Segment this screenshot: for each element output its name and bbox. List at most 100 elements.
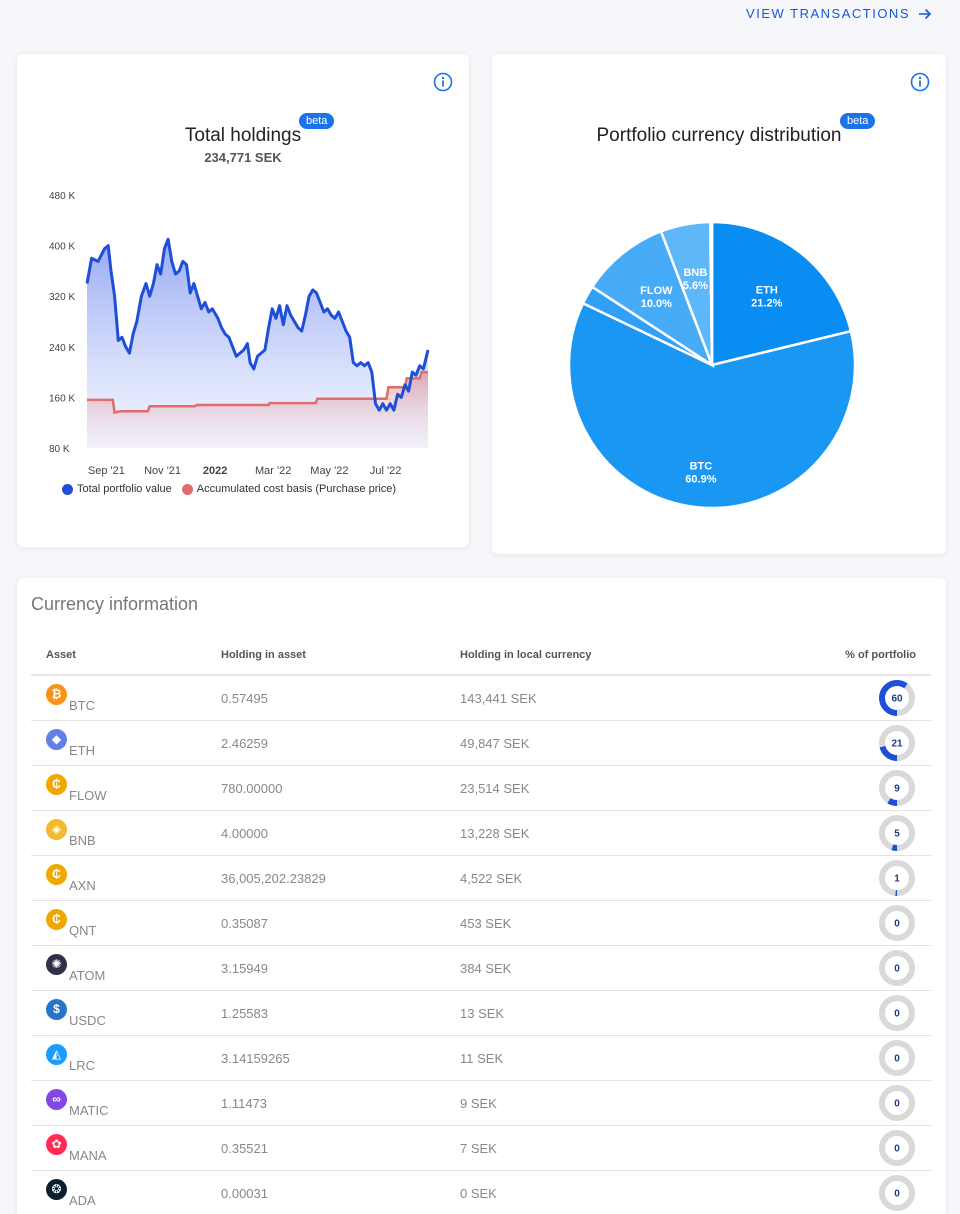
legend-label: Accumulated cost basis (Purchase price) bbox=[197, 483, 396, 495]
loopring-icon: ◭ bbox=[46, 1044, 67, 1065]
portfolio-percent-donut: 0 bbox=[878, 904, 916, 942]
pie-percent: 5.6% bbox=[683, 280, 708, 292]
asset-symbol: LRC bbox=[69, 1058, 95, 1073]
coin-icon: ₵ bbox=[46, 864, 67, 885]
table-row[interactable]: ∞ MATIC 1.11473 9 SEK 0 bbox=[31, 1081, 931, 1126]
column-header-holding[interactable]: Holding in asset bbox=[221, 649, 460, 661]
asset-symbol: QNT bbox=[69, 923, 96, 938]
y-tick-label: 80 K bbox=[49, 444, 70, 455]
table-row[interactable]: ✺ ATOM 3.15949 384 SEK 0 bbox=[31, 946, 931, 991]
asset-symbol: ATOM bbox=[69, 968, 105, 983]
percent-value: 0 bbox=[894, 1009, 900, 1020]
portfolio-percent-cell: 0 bbox=[760, 1039, 931, 1077]
asset-cell: ₵ FLOW bbox=[31, 774, 221, 803]
coin-icon: ₵ bbox=[46, 774, 67, 795]
asset-cell: ₿ BTC bbox=[31, 684, 221, 713]
portfolio-percent-cell: 60 bbox=[760, 679, 931, 717]
holding-in-local-currency: 7 SEK bbox=[460, 1141, 760, 1156]
table-row[interactable]: ◭ LRC 3.14159265 11 SEK 0 bbox=[31, 1036, 931, 1081]
view-transactions-label: VIEW TRANSACTIONS bbox=[746, 6, 910, 21]
holding-in-asset: 4.00000 bbox=[221, 826, 460, 841]
pie-percent: 60.9% bbox=[685, 474, 716, 486]
chart-legend: Total portfolio value Accumulated cost b… bbox=[62, 483, 396, 495]
holding-in-asset: 0.35521 bbox=[221, 1141, 460, 1156]
table-row[interactable]: $ USDC 1.25583 13 SEK 0 bbox=[31, 991, 931, 1036]
table-row[interactable]: ✿ MANA 0.35521 7 SEK 0 bbox=[31, 1126, 931, 1171]
pie-percent: 21.2% bbox=[751, 297, 782, 309]
view-transactions-link[interactable]: VIEW TRANSACTIONS bbox=[746, 6, 932, 21]
legend-item-portfolio-value[interactable]: Total portfolio value bbox=[62, 483, 172, 495]
holding-in-asset: 2.46259 bbox=[221, 736, 460, 751]
table-row[interactable]: ₿ BTC 0.57495 143,441 SEK 60 bbox=[31, 676, 931, 721]
distribution-card: Portfolio currency distribution beta ETH… bbox=[492, 54, 946, 554]
cosmos-icon: ✺ bbox=[46, 954, 67, 975]
bitcoin-icon: ₿ bbox=[46, 684, 67, 705]
asset-symbol: MATIC bbox=[69, 1103, 108, 1118]
arrow-right-icon bbox=[918, 7, 932, 21]
y-tick-label: 320 K bbox=[49, 292, 75, 303]
legend-marker bbox=[182, 484, 193, 495]
asset-symbol: USDC bbox=[69, 1013, 106, 1028]
column-header-percent[interactable]: % of portfolio bbox=[760, 649, 931, 661]
x-tick-label: Jul '22 bbox=[370, 465, 401, 477]
holding-in-local-currency: 13,228 SEK bbox=[460, 826, 760, 841]
portfolio-percent-donut: 0 bbox=[878, 1084, 916, 1122]
percent-value: 1 bbox=[894, 874, 900, 885]
table-row[interactable]: ◈ BNB 4.00000 13,228 SEK 5 bbox=[31, 811, 931, 856]
asset-symbol: BTC bbox=[69, 698, 95, 713]
holding-in-local-currency: 143,441 SEK bbox=[460, 691, 760, 706]
percent-value: 0 bbox=[894, 1189, 900, 1200]
holding-in-asset: 780.00000 bbox=[221, 781, 460, 796]
table-row[interactable]: ₵ FLOW 780.00000 23,514 SEK 9 bbox=[31, 766, 931, 811]
table-row[interactable]: ◆ ETH 2.46259 49,847 SEK 21 bbox=[31, 721, 931, 766]
holding-in-asset: 1.11473 bbox=[221, 1096, 460, 1111]
portfolio-percent-cell: 9 bbox=[760, 769, 931, 807]
portfolio-percent-donut: 1 bbox=[878, 859, 916, 897]
column-header-local[interactable]: Holding in local currency bbox=[460, 649, 760, 661]
portfolio-percent-donut: 9 bbox=[878, 769, 916, 807]
holding-in-asset: 36,005,202.23829 bbox=[221, 871, 460, 886]
portfolio-percent-donut: 0 bbox=[878, 949, 916, 987]
currency-info-card: Currency information Asset Holding in as… bbox=[17, 578, 946, 1214]
y-tick-label: 240 K bbox=[49, 343, 75, 354]
currency-table: Asset Holding in asset Holding in local … bbox=[31, 636, 931, 1214]
portfolio-percent-cell: 5 bbox=[760, 814, 931, 852]
holding-in-asset: 3.15949 bbox=[221, 961, 460, 976]
pie-percent: 10.0% bbox=[641, 298, 672, 310]
portfolio-percent-cell: 0 bbox=[760, 904, 931, 942]
percent-value: 0 bbox=[894, 919, 900, 930]
x-tick-label: 2022 bbox=[203, 465, 227, 477]
asset-symbol: MANA bbox=[69, 1148, 107, 1163]
holding-in-asset: 3.14159265 bbox=[221, 1051, 460, 1066]
asset-symbol: ETH bbox=[69, 743, 95, 758]
x-tick-label: Sep '21 bbox=[88, 465, 125, 477]
asset-cell: ◈ BNB bbox=[31, 819, 221, 848]
asset-cell: ✺ ATOM bbox=[31, 954, 221, 983]
ethereum-icon: ◆ bbox=[46, 729, 67, 750]
column-header-asset[interactable]: Asset bbox=[31, 649, 221, 661]
legend-item-cost-basis[interactable]: Accumulated cost basis (Purchase price) bbox=[182, 483, 396, 495]
portfolio-percent-donut: 0 bbox=[878, 1174, 916, 1212]
portfolio-percent-donut: 5 bbox=[878, 814, 916, 852]
percent-value: 5 bbox=[894, 829, 900, 840]
table-row[interactable]: ₵ QNT 0.35087 453 SEK 0 bbox=[31, 901, 931, 946]
holding-in-asset: 0.57495 bbox=[221, 691, 460, 706]
holding-in-local-currency: 0 SEK bbox=[460, 1186, 760, 1201]
percent-value: 21 bbox=[891, 739, 903, 750]
y-tick-label: 400 K bbox=[49, 242, 75, 253]
pie-label: FLOW bbox=[640, 285, 673, 297]
x-tick-label: Nov '21 bbox=[144, 465, 181, 477]
holding-in-asset: 0.00031 bbox=[221, 1186, 460, 1201]
table-header: Asset Holding in asset Holding in local … bbox=[31, 636, 931, 676]
asset-cell: ₵ QNT bbox=[31, 909, 221, 938]
portfolio-percent-cell: 0 bbox=[760, 1129, 931, 1167]
currency-info-title: Currency information bbox=[31, 594, 198, 615]
holdings-line-chart: 480 K400 K320 K240 K160 K80 K Sep '21 Nov… bbox=[17, 54, 469, 484]
table-row[interactable]: ❂ ADA 0.00031 0 SEK 0 bbox=[31, 1171, 931, 1214]
percent-value: 0 bbox=[894, 1144, 900, 1155]
portfolio-percent-cell: 0 bbox=[760, 949, 931, 987]
cardano-icon: ❂ bbox=[46, 1179, 67, 1200]
total-holdings-card: Total holdings beta 234,771 SEK 480 K 400… bbox=[17, 54, 469, 547]
asset-symbol: AXN bbox=[69, 878, 96, 893]
table-row[interactable]: ₵ AXN 36,005,202.23829 4,522 SEK 1 bbox=[31, 856, 931, 901]
